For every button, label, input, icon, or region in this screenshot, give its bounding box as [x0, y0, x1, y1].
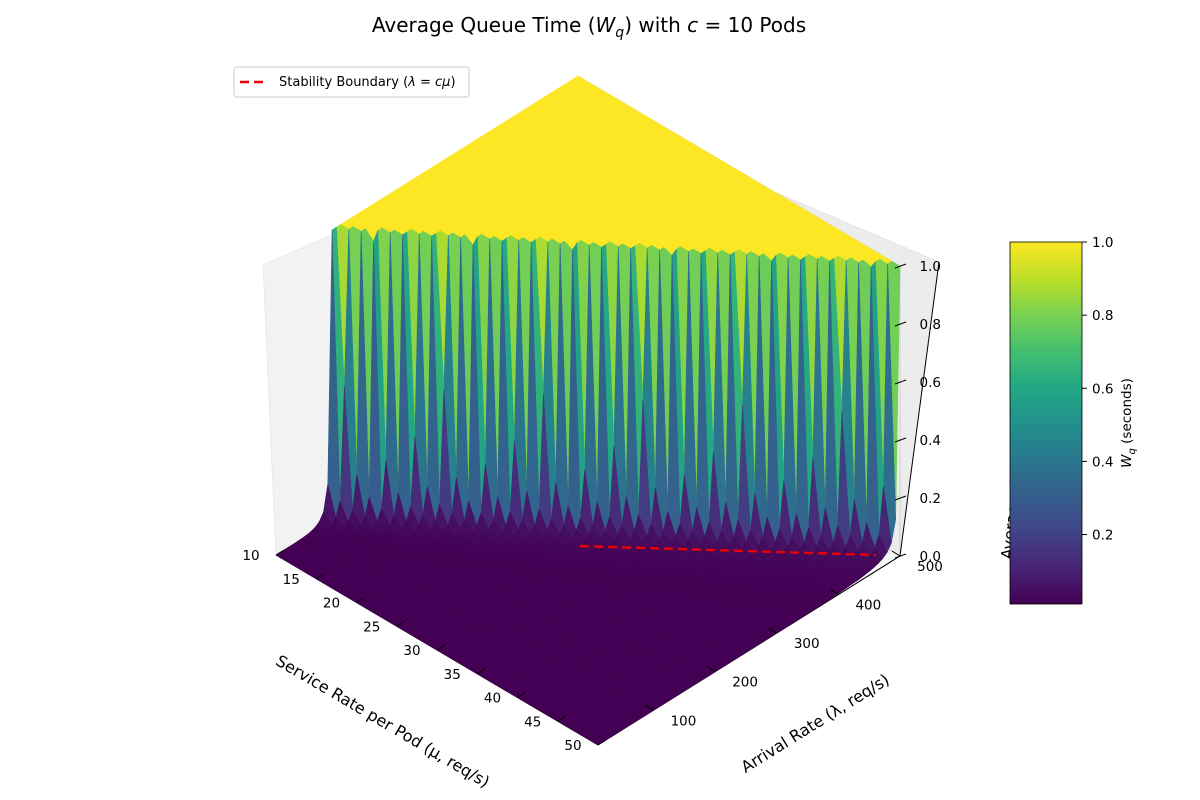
x-tick-label: 30 — [403, 643, 420, 659]
x-tick-label: 10 — [242, 548, 259, 564]
z-tick-label: 1.0 — [920, 259, 941, 275]
z-tick-mark — [894, 321, 907, 327]
x-tick-mark — [597, 739, 607, 746]
y-tick-mark — [768, 627, 777, 634]
legend-label: Stability Boundary (λ = cμ) — [279, 75, 456, 90]
z-tick-mark — [894, 437, 907, 443]
y-tick-mark — [706, 666, 716, 673]
x-axis-ticks: 10 15 20 25 30 35 40 45 50 — [242, 548, 607, 754]
z-tick-label: 0.2 — [920, 491, 941, 507]
x-tick-mark — [396, 620, 406, 627]
z-tick-label: 0.0 — [920, 549, 941, 565]
y-tick-label: 100 — [671, 713, 697, 729]
x-tick-mark — [275, 549, 285, 556]
y-tick-label: 200 — [732, 675, 758, 691]
x-tick-label: 45 — [524, 714, 541, 730]
colorbar-label: Wq (seconds) — [1119, 378, 1138, 468]
x-tick-mark — [517, 692, 526, 698]
x-tick-label: 25 — [363, 619, 380, 635]
colorbar-tick-label: 0.4 — [1092, 454, 1113, 470]
surface — [275, 75, 901, 746]
legend-box — [233, 66, 470, 98]
colorbar-fill — [1009, 241, 1083, 605]
y-tick-mark — [891, 550, 901, 557]
y-tick-label: 400 — [855, 598, 881, 614]
x-tick-label: 35 — [444, 667, 461, 683]
colorbar-tick-label: 1.0 — [1092, 235, 1113, 251]
x-tick-label: 15 — [283, 572, 300, 588]
x-tick-label: 20 — [323, 596, 340, 612]
colorbar-tick-label: 0.2 — [1092, 528, 1113, 544]
colorbar: 0.2 0.4 0.6 0.8 1.0 Wq (seconds) — [1009, 235, 1138, 605]
z-tick-mark — [894, 379, 907, 385]
x-tick-label: 40 — [484, 691, 501, 707]
x-tick-mark — [356, 597, 365, 603]
x-tick-mark — [436, 644, 446, 651]
x-tick-mark — [315, 573, 325, 580]
z-tick-label: 0.6 — [920, 375, 941, 391]
chart-title: Average Queue Time (Wq) with c = 10 Pods — [372, 13, 806, 41]
y-axis-label: Arrival Rate (λ, req/s) — [738, 670, 893, 777]
z-tick-label: 0.8 — [920, 317, 941, 333]
y-tick-mark — [830, 589, 839, 595]
z-tick-mark — [894, 263, 907, 269]
z-tick-mark — [894, 553, 907, 559]
z-axis-ticks: 0.0 0.2 0.4 0.6 0.8 1.0 — [894, 259, 941, 565]
z-axis-line — [899, 261, 940, 557]
x-tick-label: 50 — [564, 738, 581, 754]
z-tick-label: 0.4 — [920, 433, 941, 449]
colorbar-tick-label: 0.6 — [1092, 381, 1113, 397]
colorbar-tick-label: 0.8 — [1092, 308, 1113, 324]
stability-boundary-line — [579, 544, 877, 557]
x-tick-mark — [557, 715, 567, 722]
x-tick-mark — [476, 668, 486, 675]
colorbar-ticks: 0.2 0.4 0.6 0.8 1.0 — [1082, 235, 1113, 544]
y-tick-mark — [645, 704, 654, 711]
y-tick-label: 300 — [794, 636, 820, 652]
z-tick-mark — [894, 495, 907, 501]
y-axis-ticks: 100 200 300 400 500 — [645, 550, 943, 729]
y-tick-label: 500 — [917, 559, 943, 575]
legend: Stability Boundary (λ = cμ) — [233, 66, 470, 98]
